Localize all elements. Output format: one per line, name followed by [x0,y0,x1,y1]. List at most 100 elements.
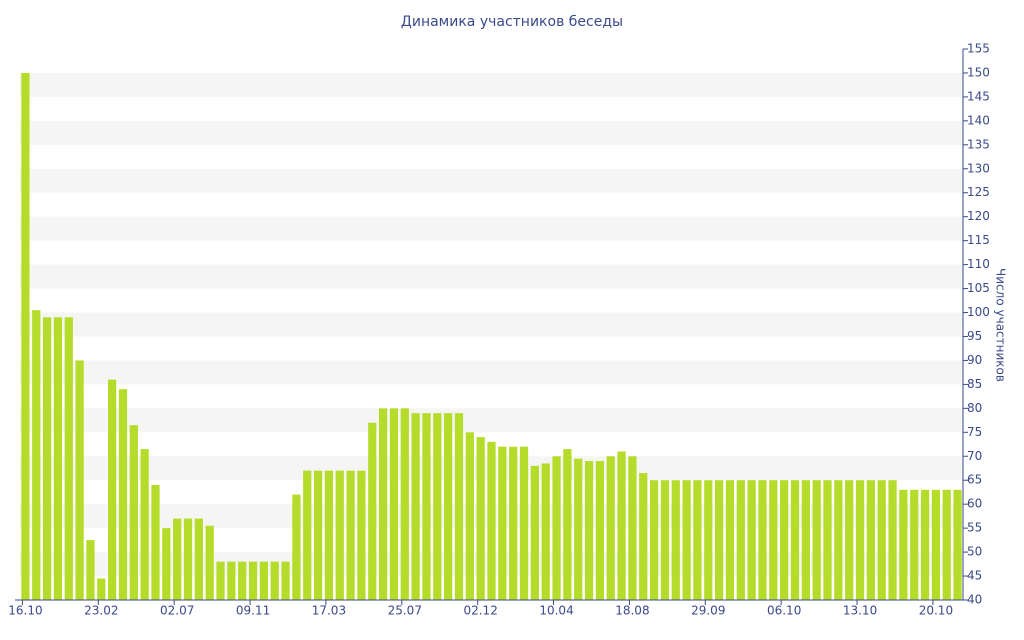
bar [628,456,637,600]
bars [21,72,962,600]
chart-title: Динамика участников беседы [401,14,623,30]
bar [476,437,485,600]
bar [584,461,594,600]
y-tick-label: 65 [967,473,982,487]
bar [823,480,832,600]
grid-stripe [20,360,963,385]
bar [42,317,52,600]
bar [899,489,908,600]
y-tick-label: 130 [967,161,990,175]
y-tick-label: 40 [967,593,982,607]
bar [378,408,388,600]
bar [639,473,648,600]
bar [552,456,561,600]
bar [53,317,63,600]
grid-stripe [20,72,963,97]
grid-stripe [20,312,963,337]
y-tick-label: 70 [967,449,982,463]
bar [346,470,355,600]
bar [357,470,366,600]
y-tick-label: 80 [967,401,982,415]
bar [769,480,778,600]
bar [780,480,789,600]
bar [931,489,941,600]
bar [281,561,290,600]
bar [834,480,843,600]
grid-stripe [20,120,963,145]
y-tick-label: 150 [967,65,990,79]
bar [303,470,312,600]
x-tick-label: 20.10 [919,604,953,618]
y-tick-label: 50 [967,545,982,559]
x-tick-label: 16.10 [8,604,42,618]
bar [75,360,84,600]
bar [183,518,193,600]
bar [227,561,236,600]
bar [693,480,702,600]
bar [953,489,962,600]
bar [866,480,875,600]
x-tick-label: 02.07 [160,604,194,618]
x-tick-label: 17.03 [312,604,346,618]
y-tick-label: 115 [967,233,990,247]
y-tick-label: 75 [967,425,982,439]
bar [248,561,258,600]
bar [736,480,745,600]
bar [487,441,496,600]
grid-stripe [20,168,963,193]
bar [509,446,518,600]
grid [20,72,963,577]
bar [205,525,214,600]
bar [433,413,442,600]
y-tick-label: 45 [967,569,982,583]
y-axis-label: Число участников [994,268,1008,382]
bar [660,480,670,600]
bar [194,518,203,600]
x-tick-label: 23.02 [84,604,118,618]
y-tick-label: 55 [967,521,982,535]
bar [313,470,323,600]
bar [801,480,810,600]
y-tick-label: 145 [967,89,990,103]
y-tick-label: 155 [967,42,990,56]
x-tick-label: 09.11 [236,604,270,618]
bar [129,425,138,600]
bar [238,561,247,600]
bar [671,480,680,600]
bar [324,470,334,600]
y-tick-label: 85 [967,377,982,391]
bar [118,389,128,600]
grid-stripe [20,408,963,433]
bar [151,485,160,600]
bar [682,480,691,600]
bar [498,446,507,600]
bar [563,449,572,600]
bar [97,578,106,600]
bar [389,408,399,600]
bar [422,413,431,600]
x-tick-label: 10.04 [539,604,573,618]
bar [368,422,377,600]
bar [595,461,605,600]
y-tick-label: 60 [967,497,982,511]
bar [758,480,767,600]
x-tick-label: 06.10 [767,604,801,618]
bar [574,458,583,600]
y-tick-label: 95 [967,329,982,343]
bar [519,446,529,600]
bar [920,489,930,600]
y-tick-label: 135 [967,137,990,151]
x-tick-label: 18.08 [615,604,649,618]
bar [108,379,117,600]
x-tick-label: 13.10 [843,604,877,618]
bar [411,413,420,600]
x-tick-label: 25.07 [388,604,422,618]
x-tick-label: 29.09 [691,604,725,618]
bar [942,489,951,600]
bar [335,470,344,600]
bar [888,480,897,600]
bar [910,489,919,600]
bar [790,480,800,600]
bar [444,413,453,600]
